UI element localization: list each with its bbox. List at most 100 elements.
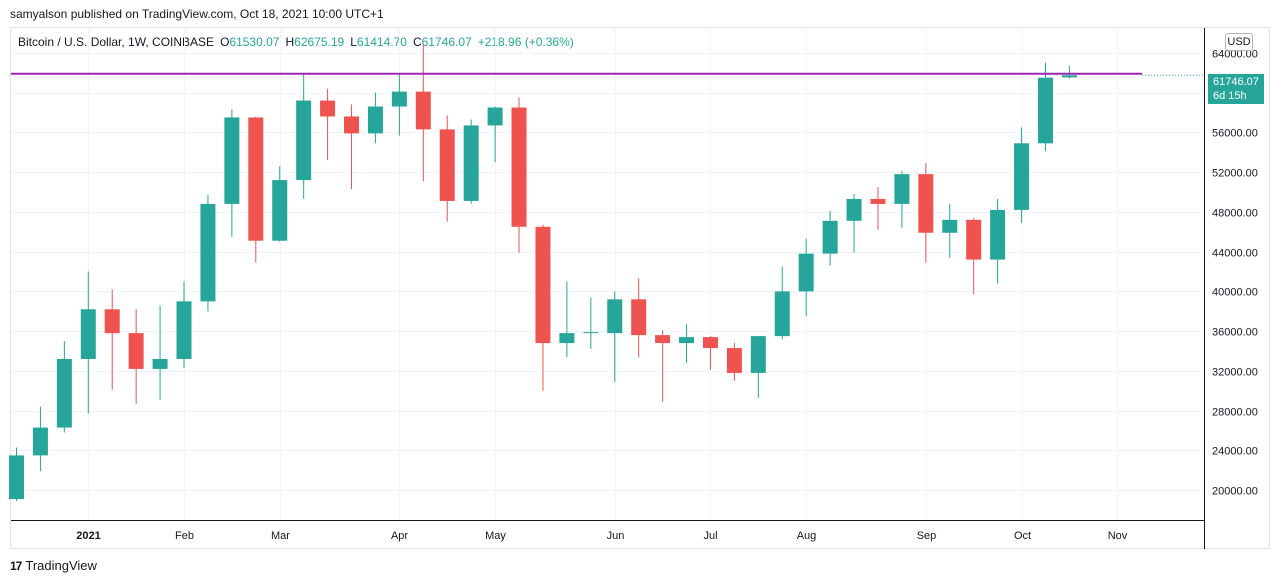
candle-body (200, 203, 216, 302)
x-tick-label: Apr (391, 530, 408, 542)
candle-body (391, 91, 407, 107)
candle-up (583, 297, 599, 350)
candle-down (439, 115, 455, 222)
candle-up (56, 341, 72, 433)
candle-body (679, 337, 695, 344)
close-value: 61746.07 (421, 35, 472, 49)
axis-layer: 20000.00 24000.00 28000.00 32000.00 36000.00… (11, 28, 1258, 549)
candle-body (894, 174, 910, 204)
candle-down (128, 309, 144, 404)
candle-body (511, 107, 527, 227)
candle-up (798, 238, 814, 317)
x-tick-label: Aug (797, 530, 817, 542)
candle-up (224, 109, 240, 237)
candle-down (655, 330, 671, 402)
candle-up (559, 281, 575, 357)
x-tick-label: Feb (175, 530, 194, 542)
candle-down (702, 336, 718, 370)
candle-body (966, 219, 982, 260)
chart-frame (10, 27, 1270, 549)
candle-down (344, 104, 360, 190)
change-value: +218.96 (+0.36%) (477, 35, 574, 49)
high-label: H (285, 35, 295, 49)
candle-body (248, 117, 264, 241)
candle-body (942, 219, 958, 233)
y-tick-label: 44000.00 (1212, 248, 1258, 260)
candle-up (296, 73, 312, 199)
x-tick-label: Jun (607, 530, 625, 542)
currency-badge[interactable]: USD (1225, 33, 1253, 51)
candle-body (56, 358, 72, 428)
candle-body (918, 174, 934, 233)
candle-up (9, 447, 24, 502)
candle-up (80, 271, 96, 414)
candle-up (990, 198, 1006, 284)
candle-body (272, 180, 288, 241)
x-tick-label: May (485, 530, 506, 542)
candle-body (559, 333, 575, 344)
candle-body (1037, 77, 1053, 144)
candle-body (367, 106, 383, 134)
candle-up (774, 266, 790, 340)
y-tick-label: 52000.00 (1212, 168, 1258, 180)
publication-caption: samyalson published on TradingView.com, … (10, 7, 384, 21)
candle-layer (9, 43, 1077, 502)
candle-up (463, 119, 479, 204)
x-tick-label: Jul (703, 530, 717, 542)
y-tick-label: 40000.00 (1212, 287, 1258, 299)
y-tick-label: 24000.00 (1212, 446, 1258, 458)
candle-body (1061, 75, 1077, 78)
y-tick-label: 28000.00 (1212, 407, 1258, 419)
footer-brand-name: TradingView (25, 558, 97, 573)
x-tick-label: 2021 (76, 530, 100, 542)
candle-up (152, 305, 168, 400)
candle-down (726, 343, 742, 381)
candle-body (607, 299, 623, 334)
last-price-tag: 61746.07 6d 15h (1208, 74, 1264, 104)
candle-body (463, 125, 479, 201)
candle-body (32, 427, 48, 456)
open-label: O (220, 35, 230, 49)
candle-body (798, 253, 814, 292)
candle-body (1014, 143, 1030, 210)
y-tick-label: 32000.00 (1212, 367, 1258, 379)
candle-up (487, 106, 503, 163)
candle-up (200, 194, 216, 312)
candle-down (918, 163, 934, 263)
candle-body (224, 117, 240, 204)
candle-body (990, 209, 1006, 260)
candle-down (870, 187, 886, 230)
candle-body (750, 336, 766, 373)
footer-brand[interactable]: 17 TradingView (10, 558, 97, 573)
candle-up (679, 324, 695, 363)
candle-up (822, 210, 838, 266)
candle-up (367, 92, 383, 144)
grid-layer (11, 28, 1204, 520)
x-tick-label: Nov (1108, 530, 1128, 542)
candle-up (391, 74, 407, 136)
symbol-legend: Bitcoin / U.S. Dollar, 1W, COINBASE O6153… (18, 35, 574, 49)
candle-up (1061, 66, 1077, 79)
candle-up (32, 406, 48, 472)
candle-body (176, 301, 192, 359)
candle-up (1037, 62, 1053, 152)
candle-body (822, 220, 838, 254)
candle-down (248, 116, 264, 263)
close-label: C (412, 35, 422, 49)
candle-body (9, 455, 24, 500)
candle-body (846, 198, 862, 221)
candle-down (104, 289, 120, 390)
candle-down (415, 43, 431, 182)
candle-body (152, 358, 168, 369)
y-tick-label: 36000.00 (1212, 327, 1258, 339)
candle-up (846, 193, 862, 253)
candle-body (583, 332, 599, 334)
candle-body (104, 309, 120, 334)
candle-up (942, 203, 958, 258)
candle-down (511, 97, 527, 253)
candle-body (655, 335, 671, 344)
candle-body (870, 198, 886, 204)
x-tick-label: Oct (1014, 530, 1031, 542)
candle-down (631, 278, 647, 357)
